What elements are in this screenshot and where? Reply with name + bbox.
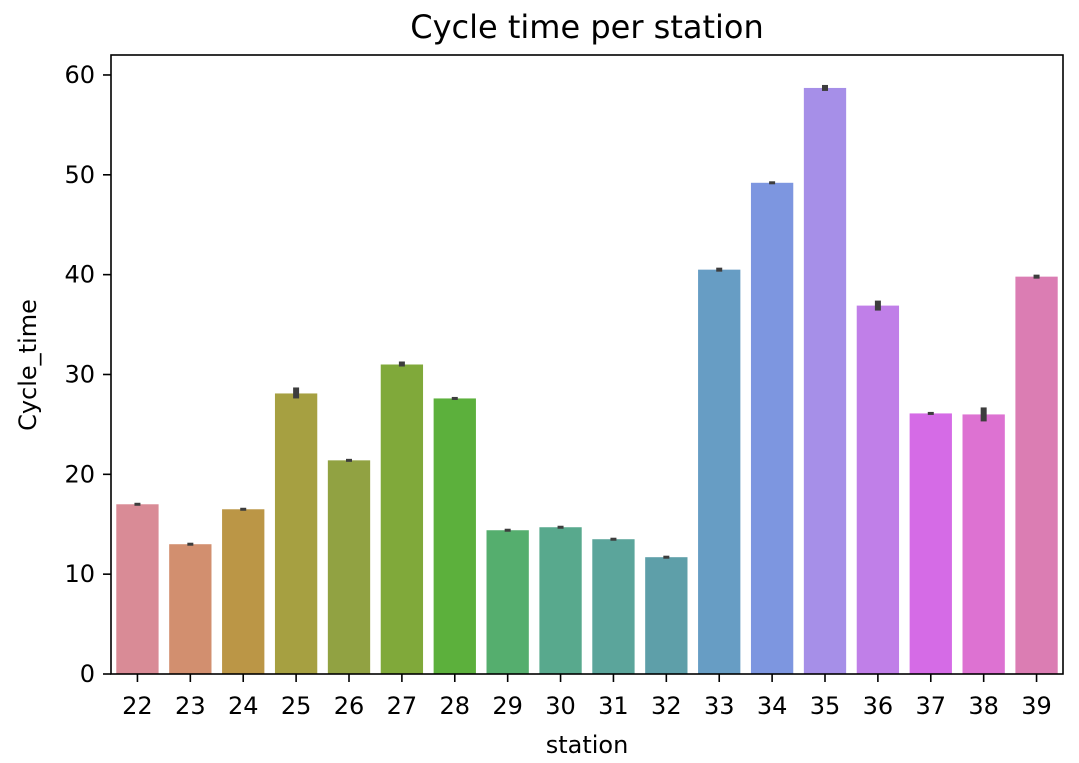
x-tick-label: 39 (1021, 692, 1052, 720)
bar-34 (750, 182, 794, 674)
x-tick-label: 27 (387, 692, 418, 720)
x-axis: 22 23 24 25 26 27 28 29 30 31 32 33 34 35 36 37 38 39 (122, 674, 1052, 720)
x-tick-label: 22 (122, 692, 153, 720)
x-tick-label: 28 (440, 692, 471, 720)
y-tick-label: 10 (64, 560, 95, 588)
y-axis-label: Cycle_time (14, 299, 42, 431)
bar-36 (856, 305, 900, 674)
x-tick-label: 29 (492, 692, 523, 720)
plot-area (116, 84, 1058, 674)
x-tick-label: 36 (863, 692, 894, 720)
bar-38 (962, 414, 1005, 674)
x-tick-label: 35 (810, 692, 841, 720)
x-tick-label: 30 (545, 692, 576, 720)
y-tick-label: 0 (80, 660, 95, 688)
x-tick-label: 25 (281, 692, 312, 720)
x-axis-label: station (546, 731, 629, 759)
x-tick-label: 33 (704, 692, 735, 720)
x-tick-label: 26 (334, 692, 365, 720)
bar-24 (222, 509, 265, 674)
y-tick-label: 60 (64, 61, 95, 89)
bar-33 (698, 269, 741, 674)
bar-39 (1015, 276, 1058, 674)
bar-26 (327, 460, 371, 674)
bar-22 (116, 504, 159, 674)
bar-30 (539, 527, 582, 674)
x-tick-label: 23 (175, 692, 206, 720)
y-tick-label: 40 (64, 261, 95, 289)
x-tick-label: 24 (228, 692, 259, 720)
y-tick-label: 30 (64, 360, 95, 388)
bar-29 (486, 530, 529, 674)
y-tick-label: 20 (64, 460, 95, 488)
bar-28 (433, 398, 476, 674)
bar-27 (380, 364, 424, 674)
bar-31 (592, 539, 635, 674)
y-axis: 0 10 20 30 40 50 60 (64, 61, 111, 688)
y-tick-label: 50 (64, 161, 95, 189)
x-tick-label: 37 (916, 692, 947, 720)
x-tick-label: 38 (968, 692, 999, 720)
plot-frame (110, 54, 1064, 675)
bar-35 (803, 87, 847, 674)
bar-23 (169, 544, 212, 674)
bar-25 (274, 393, 318, 674)
x-tick-label: 32 (651, 692, 682, 720)
chart-title: Cycle time per station (410, 8, 764, 46)
x-tick-label: 31 (598, 692, 629, 720)
bar-37 (909, 413, 952, 674)
bar-32 (645, 557, 688, 674)
x-tick-label: 34 (757, 692, 788, 720)
